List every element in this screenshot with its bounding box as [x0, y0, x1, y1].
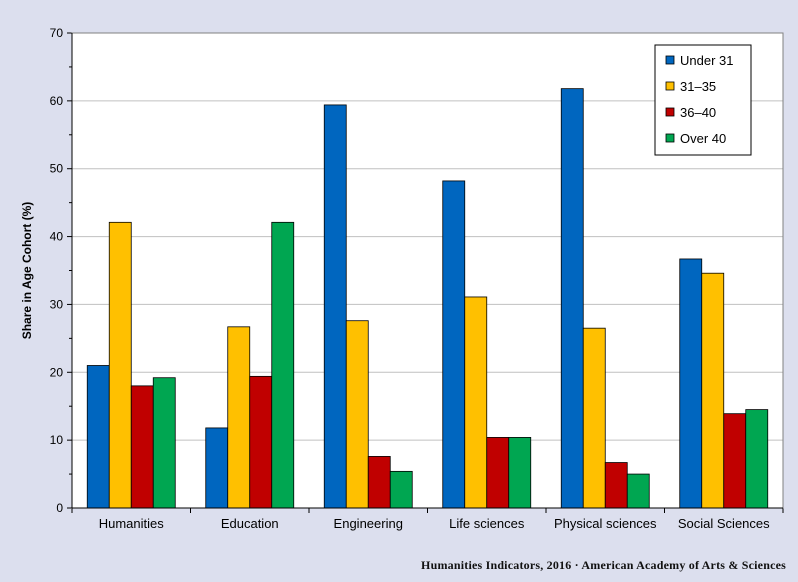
bar — [745, 409, 769, 509]
bar — [152, 377, 176, 509]
x-category-label: Life sciences — [449, 516, 525, 531]
y-tick-label: 20 — [50, 365, 64, 379]
x-category-label: Social Sciences — [678, 516, 770, 531]
bar — [249, 375, 273, 509]
bar — [86, 365, 110, 509]
bar — [604, 462, 628, 509]
bar — [701, 272, 725, 509]
bar — [367, 456, 391, 509]
bar — [442, 180, 466, 509]
bar — [723, 413, 747, 509]
y-tick-label: 40 — [50, 230, 64, 244]
x-category-label: Humanities — [99, 516, 165, 531]
y-tick-label: 60 — [50, 94, 64, 108]
source-credit: Humanities Indicators, 2016 · American A… — [421, 558, 786, 572]
x-category-label: Education — [221, 516, 279, 531]
y-tick-label: 30 — [50, 297, 64, 311]
bar — [679, 258, 703, 509]
y-tick-label: 50 — [50, 162, 64, 176]
x-category-label: Engineering — [334, 516, 403, 531]
y-tick-label: 0 — [56, 501, 63, 515]
bar — [626, 473, 650, 509]
bar — [323, 104, 347, 509]
bar — [560, 88, 584, 509]
y-axis-label: Share in Age Cohort (%) — [20, 202, 34, 340]
x-category-label: Physical sciences — [554, 516, 657, 531]
bar — [345, 320, 369, 509]
legend-swatch — [665, 55, 675, 65]
bar — [271, 221, 295, 509]
legend-swatch — [665, 133, 675, 143]
legend-label: Over 40 — [680, 131, 726, 146]
legend-label: Under 31 — [680, 53, 733, 68]
y-tick-label: 70 — [50, 26, 64, 40]
bar — [464, 296, 488, 509]
legend-swatch — [665, 107, 675, 117]
bar — [508, 437, 532, 509]
bar — [108, 221, 132, 509]
y-tick-label: 10 — [50, 433, 64, 447]
bar — [486, 437, 510, 509]
legend-label: 36–40 — [680, 105, 716, 120]
bar — [205, 427, 229, 509]
bar — [582, 327, 606, 509]
legend-swatch — [665, 81, 675, 91]
bar — [227, 326, 251, 509]
legend-label: 31–35 — [680, 79, 716, 94]
bar — [389, 470, 413, 509]
bar — [130, 385, 154, 509]
